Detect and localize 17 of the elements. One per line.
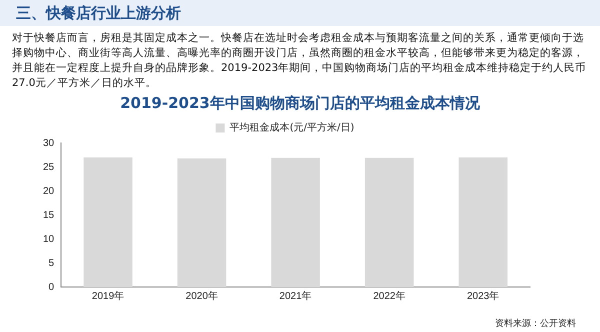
text: 对于快餐店而言，房租是其固定成本之一。快餐店在选址时会考虑租金成本与预期客流量之间的关系，通常更倾向于选择购物中心、商业街等高人流量、高曝光率的商圈开设门店，虽然商圈的租金水平较高，但能够带来更为稳定的客源，并且能在一定程度上提升自身的品牌形象。2019-2023年期间，中国购物商场门店的平均租金成本维持稳定于约人民币27.0元／平方米／日的水平。 [11, 31, 588, 91]
x-tick-label: 2022年 [373, 290, 406, 302]
y-tick-label: 25 [43, 162, 55, 173]
x-tick-label: 2019年 [92, 290, 124, 302]
text: 资料来源：公开资料 [495, 318, 576, 330]
y-tick-label: 20 [43, 186, 55, 197]
x-tick-label: 2021年 [279, 290, 312, 302]
x-tick-label: 2020年 [186, 290, 218, 302]
x-tick-label: 2023年 [466, 290, 500, 302]
chart-title: 2019-2023年中国购物商场门店的平均租金成本情况 [119, 93, 481, 113]
y-tick-label: 30 [43, 138, 55, 149]
y-tick-label: 0 [48, 282, 55, 293]
y-tick-label: 5 [48, 258, 55, 269]
y-tick-label: 15 [43, 210, 55, 221]
text: 三、快餐店行业上游分析 [0, 0, 600, 26]
legend-label: 平均租金成本(元/平方米/日) [230, 122, 354, 134]
y-tick-label: 10 [43, 234, 55, 245]
